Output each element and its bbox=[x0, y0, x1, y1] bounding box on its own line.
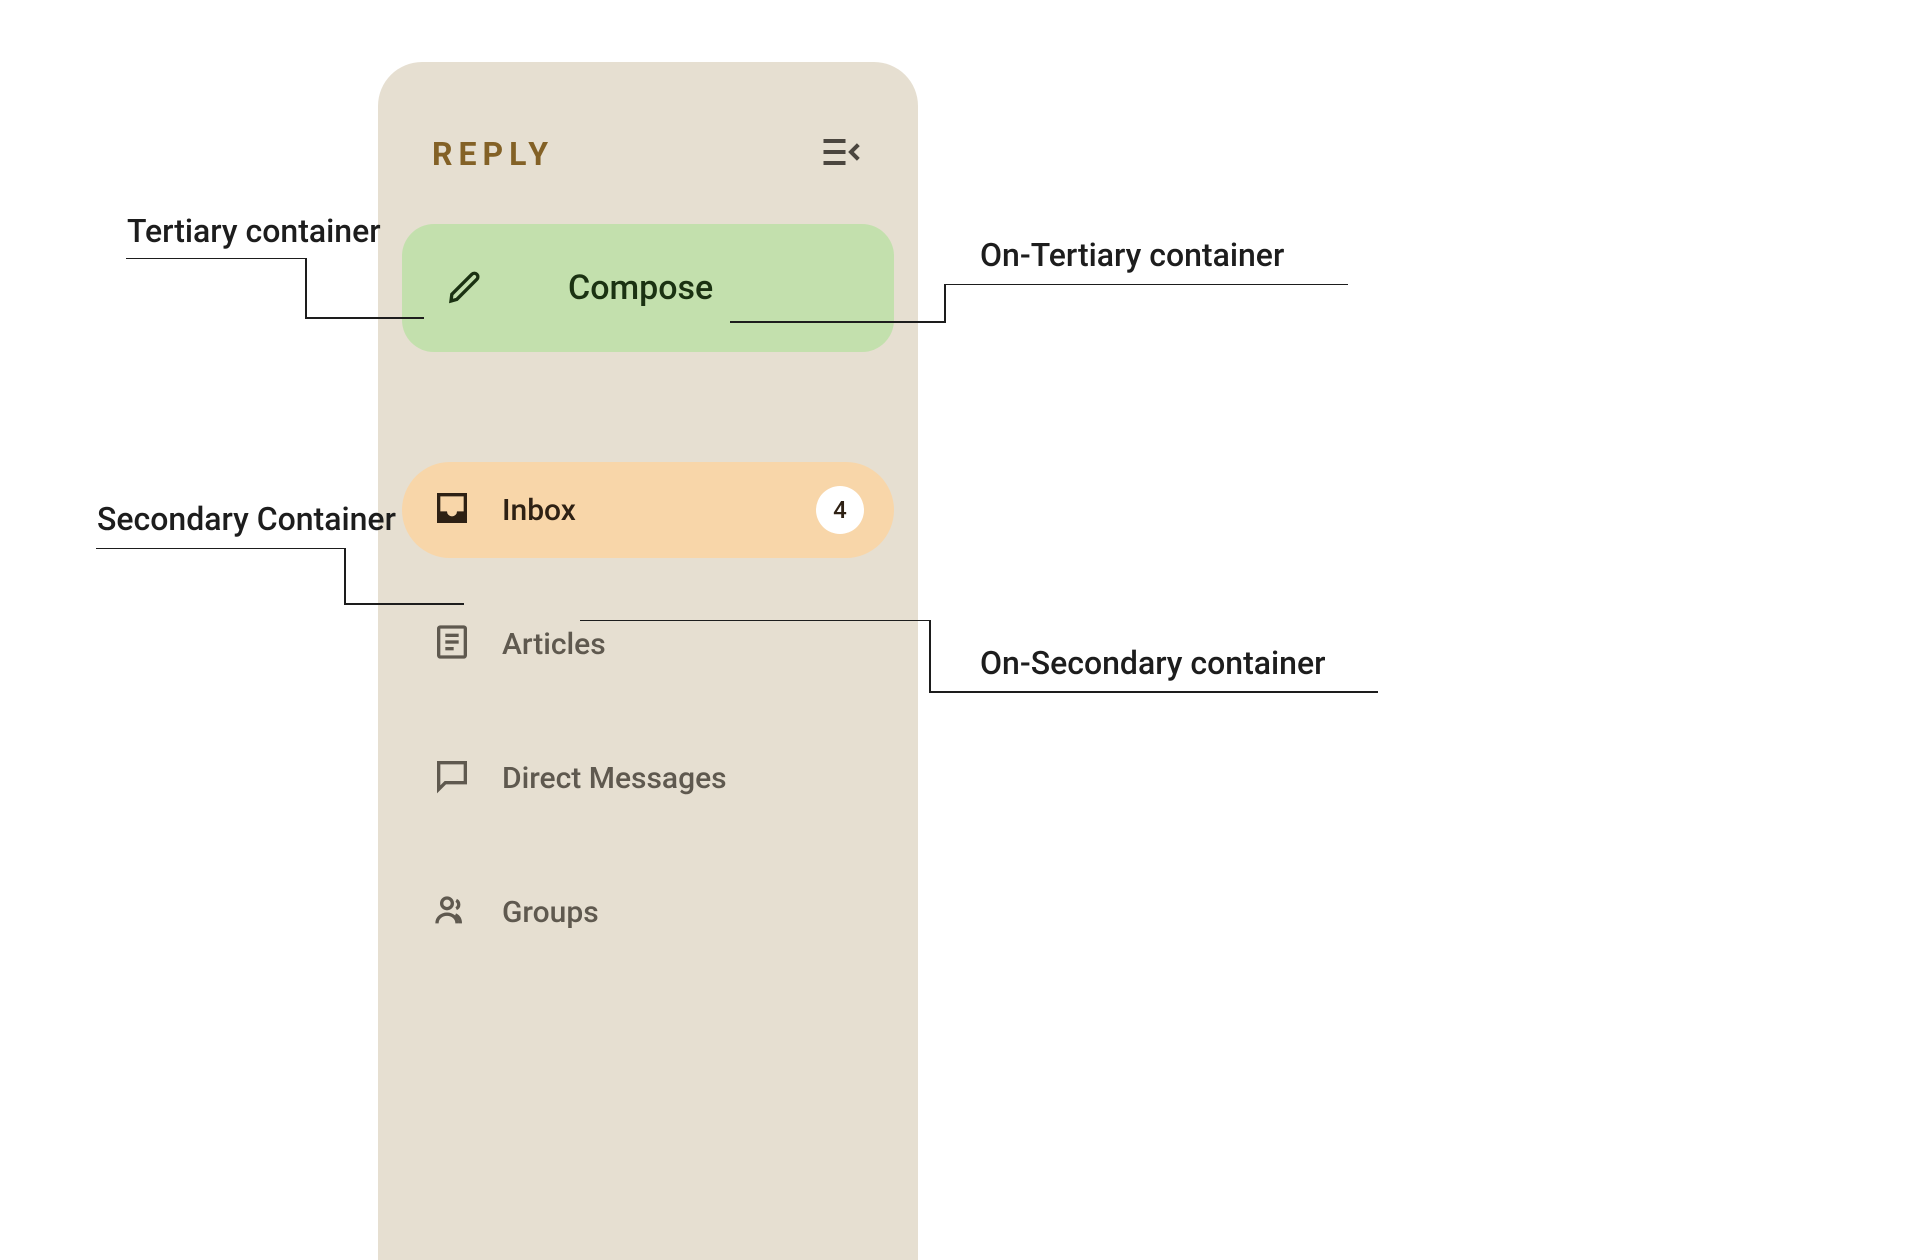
nav-item-articles[interactable]: Articles bbox=[402, 596, 894, 692]
diagram-canvas: REPLY Compose Inbox 4 Articles bbox=[0, 0, 1916, 1260]
compose-button[interactable]: Compose bbox=[402, 224, 894, 352]
article-icon bbox=[432, 622, 472, 666]
chat-icon bbox=[432, 756, 472, 800]
inbox-icon bbox=[432, 488, 472, 532]
navigation-drawer: REPLY Compose Inbox 4 Articles bbox=[378, 62, 918, 1260]
annotation-on-secondary-container: On-Secondary container bbox=[980, 644, 1325, 682]
menu-collapse-icon[interactable] bbox=[818, 130, 862, 178]
compose-label: Compose bbox=[568, 268, 713, 308]
annotation-on-tertiary-container: On-Tertiary container bbox=[980, 236, 1284, 274]
app-title: REPLY bbox=[432, 135, 554, 173]
nav-item-groups[interactable]: Groups bbox=[402, 864, 894, 960]
inbox-badge: 4 bbox=[816, 486, 864, 534]
nav-item-direct-messages[interactable]: Direct Messages bbox=[402, 730, 894, 826]
nav-item-inbox[interactable]: Inbox 4 bbox=[402, 462, 894, 558]
nav-label: Inbox bbox=[502, 493, 816, 528]
nav-label: Groups bbox=[502, 895, 864, 930]
groups-icon bbox=[432, 890, 472, 934]
nav-label: Articles bbox=[502, 627, 864, 662]
pencil-icon bbox=[446, 266, 486, 310]
nav-label: Direct Messages bbox=[502, 761, 864, 796]
annotation-secondary-container: Secondary Container bbox=[97, 500, 396, 538]
annotation-tertiary-container: Tertiary container bbox=[127, 212, 381, 250]
drawer-header: REPLY bbox=[402, 90, 894, 218]
